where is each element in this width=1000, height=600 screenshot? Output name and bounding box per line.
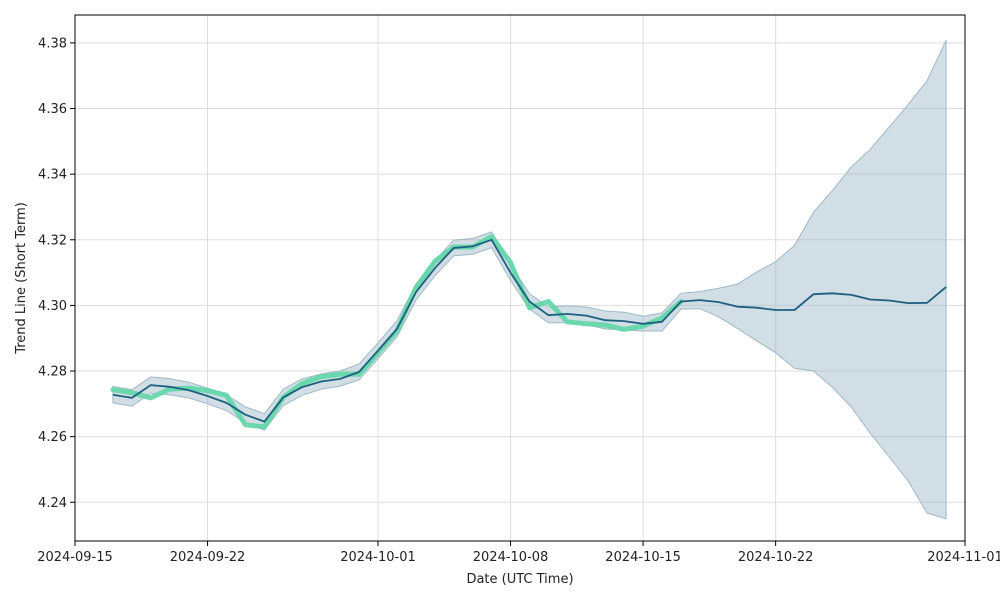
- x-tick-label: 2024-09-15: [37, 550, 113, 565]
- y-axis-ticks: 4.24 4.26 4.28 4.30 4.32 4.34 4.36 4.38: [38, 36, 75, 511]
- y-tick-label: 4.32: [38, 233, 67, 248]
- confidence-band-area: [112, 40, 947, 520]
- x-axis-label: Date (UTC Time): [466, 572, 573, 587]
- y-tick-label: 4.38: [38, 36, 67, 51]
- x-axis-ticks: 2024-09-15 2024-09-22 2024-10-01 2024-10-08…: [37, 541, 1000, 565]
- y-tick-label: 4.34: [38, 168, 67, 183]
- x-tick-label: 2024-10-08: [473, 550, 549, 565]
- x-tick-label: 2024-10-01: [340, 550, 416, 565]
- grid-lines: [74, 15, 966, 541]
- x-tick-label: 2024-10-15: [605, 550, 681, 565]
- actual-series-line: [110, 234, 684, 430]
- y-tick-label: 4.26: [38, 430, 67, 445]
- y-tick-label: 4.30: [38, 299, 67, 314]
- y-tick-label: 4.24: [38, 496, 67, 511]
- trend-series-line: [112, 238, 947, 423]
- series-lines: [110, 234, 947, 430]
- confidence-band: [112, 40, 947, 520]
- y-tick-label: 4.36: [38, 102, 67, 117]
- y-axis-label: Trend Line (Short Term): [14, 202, 29, 355]
- x-tick-label: 2024-10-22: [738, 550, 814, 565]
- y-tick-label: 4.28: [38, 365, 67, 380]
- x-tick-label: 2024-09-22: [170, 550, 246, 565]
- x-tick-label: 2024-11-01: [927, 550, 1000, 565]
- plot-area-frame: [74, 14, 966, 542]
